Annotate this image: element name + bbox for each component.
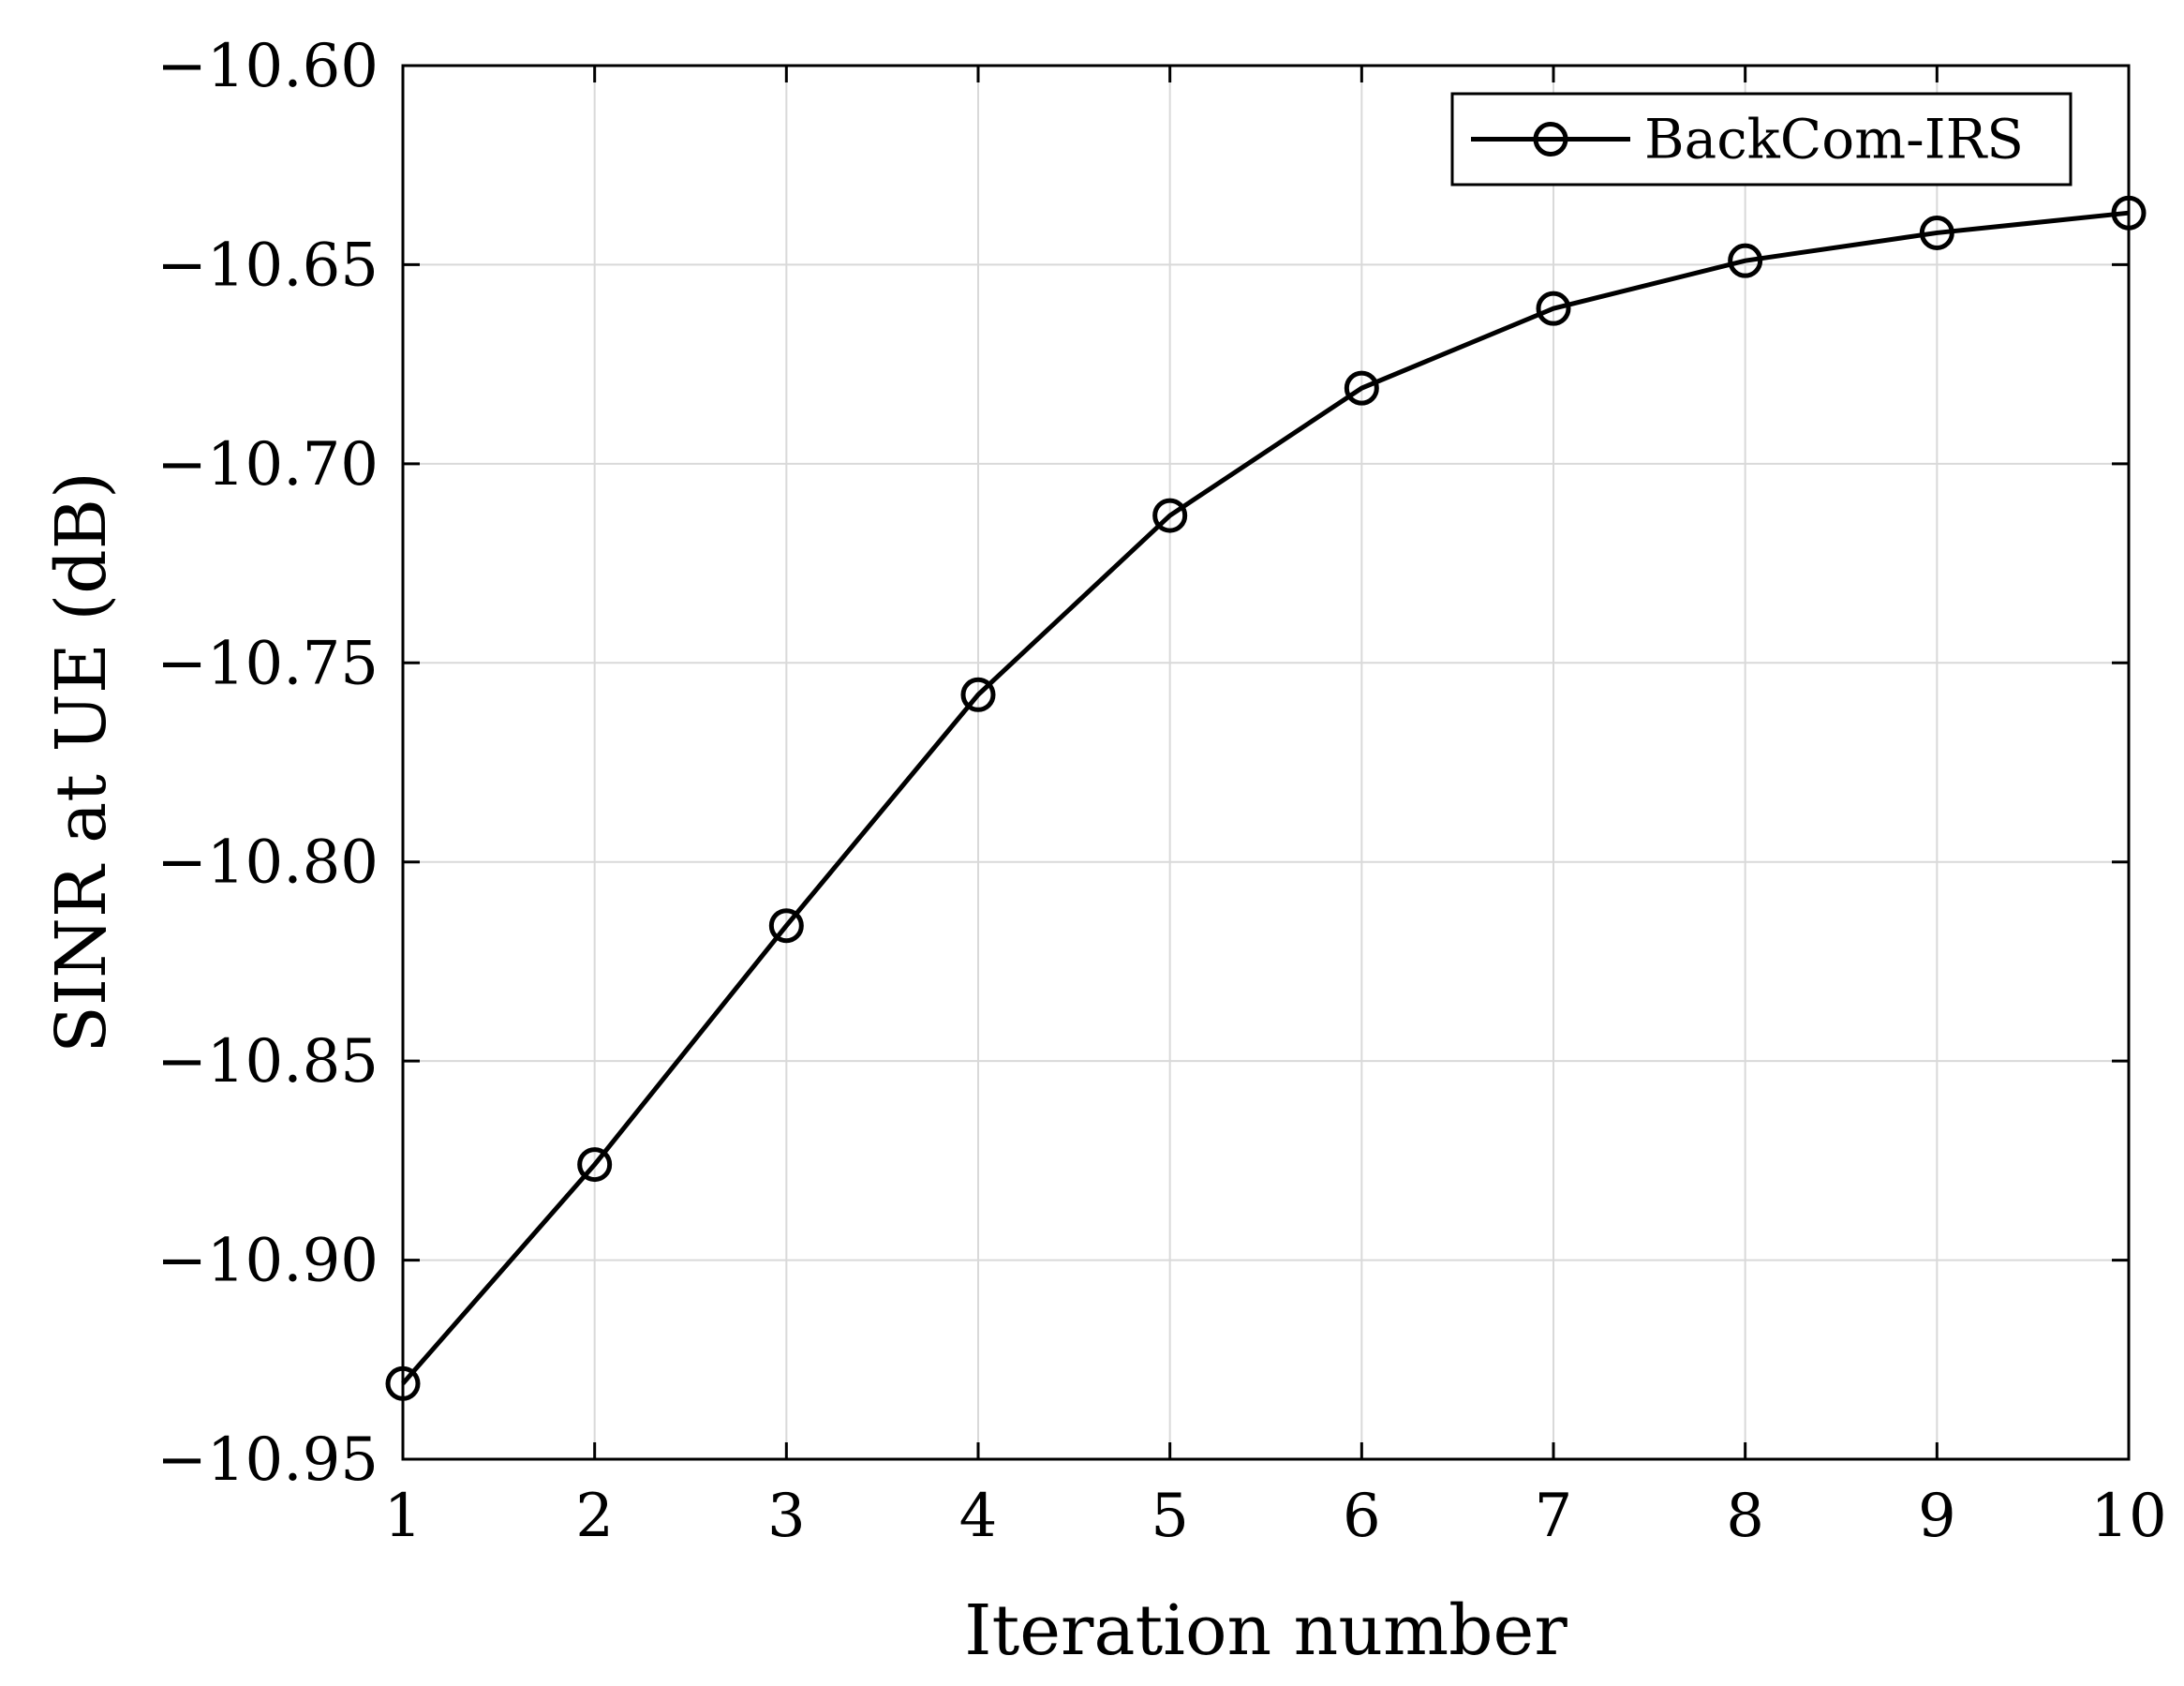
y-tick-label: −10.60 xyxy=(156,32,379,101)
data-point xyxy=(1919,215,1954,250)
plot-area-frame xyxy=(401,64,2131,1461)
x-tick-label: 8 xyxy=(1726,1482,1764,1551)
y-tick-label: −10.80 xyxy=(156,828,379,898)
data-point xyxy=(385,1365,421,1401)
legend: BackCom-IRS xyxy=(1450,92,2073,187)
data-point xyxy=(577,1147,613,1183)
x-axis-title: Iteration number xyxy=(964,1590,1567,1671)
y-axis-ticks: −10.60 −10.65 −10.70 −10.75 −10.80 −10.85 −10.… xyxy=(156,32,2129,1495)
x-tick-label: 7 xyxy=(1535,1482,1573,1551)
x-tick-label: 4 xyxy=(959,1482,998,1551)
data-point xyxy=(1152,498,1188,533)
y-tick-label: −10.70 xyxy=(156,430,379,500)
data-point xyxy=(1344,370,1379,406)
x-tick-label: 10 xyxy=(2090,1482,2166,1551)
x-axis-ticks: 1 2 3 4 5 6 7 8 9 10 xyxy=(384,66,2167,1551)
legend-label: BackCom-IRS xyxy=(1644,108,2024,172)
x-tick-label: 3 xyxy=(767,1482,806,1551)
y-tick-label: −10.65 xyxy=(156,231,379,300)
y-tick-label: −10.95 xyxy=(156,1425,379,1495)
legend-marker-circle xyxy=(1533,122,1568,157)
data-point xyxy=(1728,243,1763,278)
data-point xyxy=(768,908,804,944)
series-line-1 xyxy=(401,210,2130,1385)
x-tick-label: 9 xyxy=(1918,1482,1956,1551)
x-tick-label: 6 xyxy=(1343,1482,1381,1551)
x-tick-label: 5 xyxy=(1151,1482,1189,1551)
data-point xyxy=(2111,195,2147,231)
y-axis-title: SINR at UE (dB) xyxy=(41,471,122,1053)
data-point xyxy=(1536,291,1571,326)
series-layer xyxy=(385,195,2147,1401)
x-tick-label: 1 xyxy=(384,1482,423,1551)
y-tick-label: −10.85 xyxy=(156,1027,379,1097)
x-tick-label: 2 xyxy=(575,1482,614,1551)
y-tick-label: −10.90 xyxy=(156,1227,379,1296)
y-tick-label: −10.75 xyxy=(156,629,379,698)
data-point xyxy=(960,677,996,712)
